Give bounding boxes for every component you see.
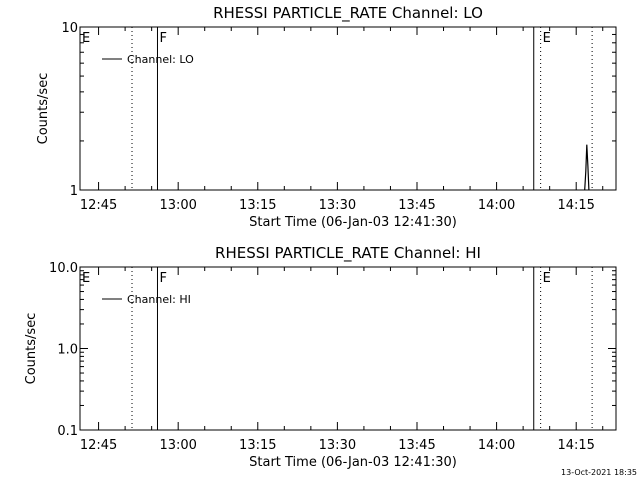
panel-2-x-tick-label: 13:45 [398, 438, 435, 453]
panel-2-plot-frame [79, 266, 617, 431]
panel-1-title: RHESSI PARTICLE_RATE Channel: LO [213, 4, 483, 23]
panel-2-y-axis-label: Counts/sec [24, 313, 39, 385]
panel-1-x-tick-label: 12:45 [80, 198, 117, 213]
panel-2-x-tick-label: 13:30 [319, 438, 356, 453]
panel-2-x-tick-label: 12:45 [80, 438, 117, 453]
panel-1-y-tick-label: 1 [70, 184, 78, 199]
panel-1-event-label: E [543, 31, 551, 46]
panel-1-x-tick-label: 13:30 [319, 198, 356, 213]
panel-2-start-label: E [82, 271, 90, 286]
panel-1-plot-frame [79, 26, 617, 191]
panel-2-event-label: E [543, 271, 551, 286]
panel-2-legend-label: Channel: HI [127, 293, 191, 306]
panel-2-y-tick-label: 0.1 [57, 424, 78, 439]
panel-1-x-tick-label: 13:15 [239, 198, 276, 213]
panel-1-x-tick-label: 14:15 [557, 198, 594, 213]
footer-timestamp: 13-Oct-2021 18:35 [561, 468, 637, 477]
panel-1-x-tick-label: 13:00 [159, 198, 196, 213]
panel-2-event-label: F [159, 271, 166, 286]
panel-1-y-axis-label: Counts/sec [36, 73, 51, 145]
panel-1-start-label: E [82, 31, 90, 46]
panel-2-x-tick-label: 13:00 [159, 438, 196, 453]
panel-2-x-tick-label: 13:15 [239, 438, 276, 453]
panel-1-y-tick-label: 10 [61, 21, 78, 36]
panel-1-series-line [584, 144, 590, 191]
panel-2-x-axis-label: Start Time (06-Jan-03 12:41:30) [249, 455, 457, 470]
panel-2-y-tick-label: 10.0 [49, 261, 78, 276]
panel-2-y-tick-label: 1.0 [57, 343, 78, 358]
panel-1-x-tick-label: 14:00 [478, 198, 515, 213]
panel-2-x-tick-label: 14:00 [478, 438, 515, 453]
panel-2-x-tick-label: 14:15 [557, 438, 594, 453]
panel-1-x-axis-label: Start Time (06-Jan-03 12:41:30) [249, 215, 457, 230]
panel-1-event-label: F [159, 31, 166, 46]
panel-1-x-tick-label: 13:45 [398, 198, 435, 213]
panel-1-legend-label: Channel: LO [127, 53, 194, 66]
panel-2-title: RHESSI PARTICLE_RATE Channel: HI [215, 244, 481, 263]
